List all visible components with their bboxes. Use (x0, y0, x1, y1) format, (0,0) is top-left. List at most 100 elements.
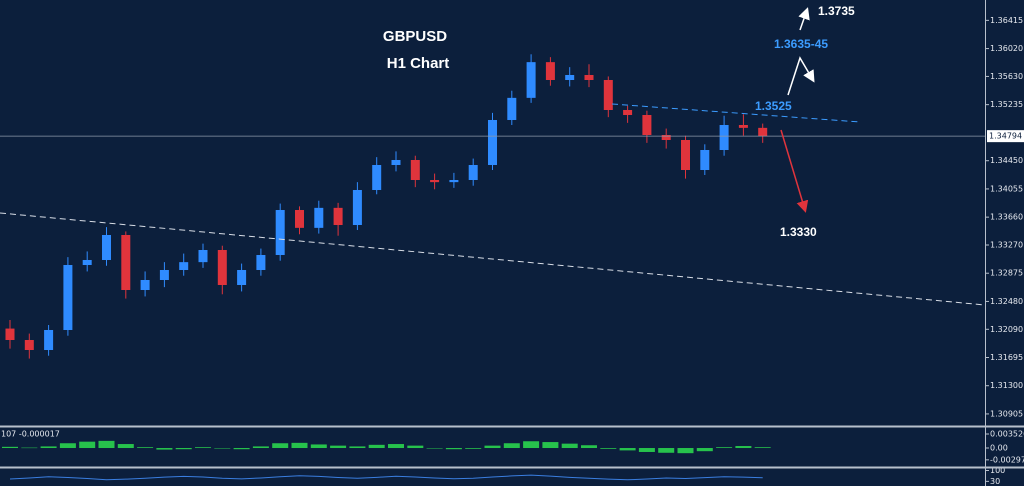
candle-body (623, 110, 633, 115)
candle-body (140, 280, 150, 290)
histogram-bar (484, 445, 501, 449)
candle-body (681, 140, 690, 170)
histogram-bar (523, 441, 540, 449)
candle-body (391, 160, 401, 165)
y-tick-label: -0.002979 (990, 455, 1024, 464)
histogram-bar (619, 448, 636, 451)
histogram-bar (59, 443, 76, 449)
histogram-bar (214, 448, 231, 449)
candle-body (584, 75, 594, 80)
histogram-bar (310, 444, 327, 449)
histogram-bar (716, 447, 733, 449)
candle-body (256, 255, 266, 270)
candle-body (275, 210, 285, 255)
candle-body (661, 135, 671, 140)
candle-body (449, 180, 459, 183)
trend-line (0, 212, 986, 306)
candle-body (102, 235, 111, 260)
y-tick-label: 1.36415 (990, 16, 1023, 25)
y-tick-label: 30 (990, 477, 1000, 486)
indicator-label: 107 -0.000017 (1, 430, 60, 439)
candle-body (545, 62, 555, 80)
y-tick-label: 1.34450 (990, 156, 1023, 165)
candle-body (719, 125, 729, 150)
y-tick-label: 0.003526 (990, 430, 1024, 439)
candle-body (372, 165, 382, 190)
y-tick-label: 1.30905 (990, 409, 1023, 418)
histogram-bar (175, 448, 192, 450)
y-tick-label: 1.35630 (990, 72, 1023, 81)
y-tick-label: 1.32480 (990, 297, 1023, 306)
candle-body (642, 115, 652, 135)
candle-body (24, 340, 34, 350)
current-price-label: 1.34794 (989, 132, 1022, 141)
arrow (787, 56, 815, 96)
histogram-bar (503, 443, 520, 449)
histogram-bar (445, 448, 462, 450)
candle-body (488, 120, 497, 165)
histogram-bar (696, 448, 713, 452)
arrow (780, 129, 809, 213)
histogram-bar (233, 448, 250, 450)
histogram-bar (40, 446, 57, 449)
candle-body (44, 330, 54, 350)
histogram-bar (98, 440, 115, 449)
histogram-bar (388, 444, 404, 449)
histogram-bar (754, 447, 771, 449)
y-tick-label: 1.31695 (990, 353, 1023, 362)
histogram-bar (600, 448, 617, 449)
y-tick-label: 100 (990, 466, 1005, 475)
candle-body (352, 190, 362, 225)
candle-body (603, 80, 613, 110)
histogram-bar (2, 446, 18, 449)
candle-body (82, 260, 92, 265)
histogram-bar (735, 446, 752, 449)
candle-body (410, 160, 420, 180)
chart-subtitle: H1 Chart (387, 55, 450, 72)
candle-body (217, 250, 227, 285)
histogram-bar (156, 448, 173, 450)
plot-layer: 1.36415 1.36020 1.35630 1.35235 1.34450 1.340… (0, 16, 1024, 486)
histogram-bar (349, 446, 366, 449)
y-tick-label: 1.31300 (990, 381, 1023, 390)
candle-body (507, 97, 517, 120)
candle-body (468, 165, 478, 180)
candle-body (700, 150, 710, 170)
candle-body (295, 210, 304, 228)
candle-body (565, 75, 575, 80)
histogram-bar (79, 441, 96, 449)
histogram-bar (407, 445, 424, 449)
candle-body (63, 265, 73, 330)
histogram-bar (291, 442, 308, 449)
histogram-bar (330, 445, 347, 449)
y-tick-label: 1.32090 (990, 325, 1023, 334)
y-tick-label: 1.34055 (990, 184, 1023, 193)
candle-body (314, 207, 324, 228)
histogram-bar (638, 448, 655, 452)
resistance-line (611, 103, 861, 123)
histogram-bar (658, 448, 675, 453)
candle-body (526, 62, 536, 98)
candle-body (738, 125, 748, 128)
y-tick-label: 1.33660 (990, 213, 1023, 222)
y-tick-label: 1.35235 (990, 100, 1023, 109)
histogram-bar (581, 445, 597, 449)
annotation: 1.3635-45 (774, 37, 828, 51)
current-price-box (987, 130, 1024, 143)
histogram-bar (272, 443, 289, 449)
candle-body (179, 262, 189, 270)
y-tick-label: 1.32875 (990, 269, 1023, 278)
candle-body (430, 180, 440, 183)
histogram-bar (252, 446, 269, 449)
y-tick-label: 1.33270 (990, 241, 1023, 250)
candle-body (159, 270, 169, 280)
histogram-bar (677, 448, 694, 454)
candle-body (333, 207, 343, 225)
candle-body (198, 250, 208, 263)
histogram-bar (465, 448, 482, 449)
histogram-bar (368, 444, 385, 449)
arrow (798, 7, 810, 31)
